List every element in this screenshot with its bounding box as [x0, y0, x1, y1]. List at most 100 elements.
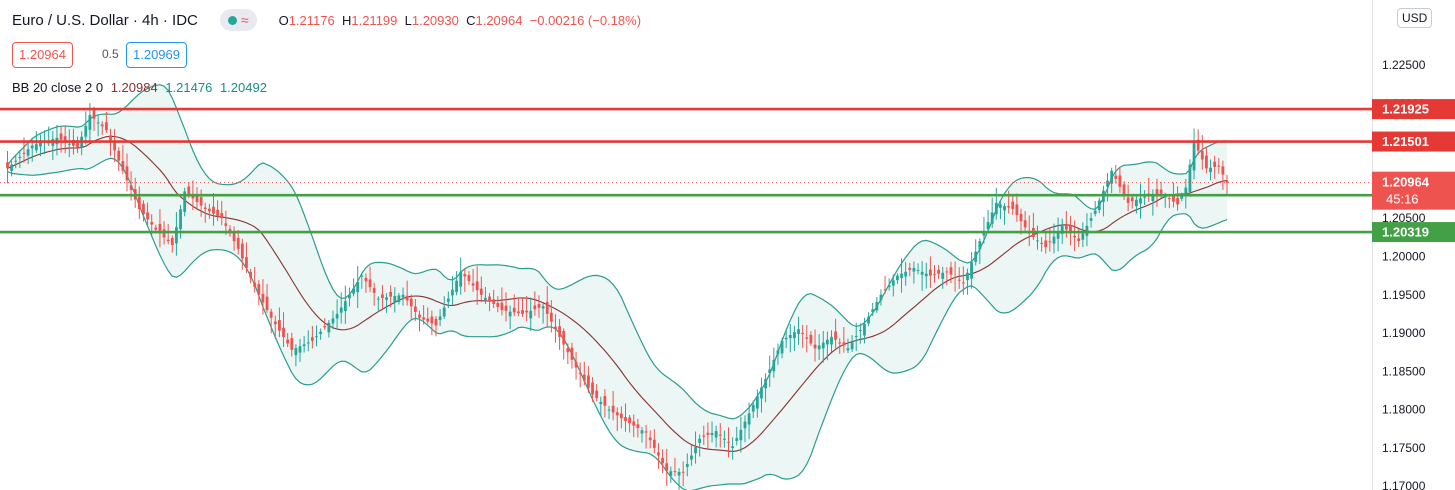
- candle-body: [356, 282, 360, 293]
- candle-body: [224, 223, 228, 226]
- candle-body: [772, 359, 776, 372]
- candle-body: [187, 186, 191, 195]
- candle-body: [1130, 197, 1134, 202]
- candle-body: [418, 314, 421, 318]
- candle-body: [179, 209, 182, 230]
- price-tick-label: 1.17500: [1382, 441, 1426, 455]
- candle-body: [1200, 151, 1204, 160]
- currency-button[interactable]: USD: [1397, 8, 1433, 28]
- candle-body: [137, 196, 141, 210]
- candle-body: [945, 271, 949, 273]
- candle-body: [541, 306, 545, 309]
- candle-body: [1073, 235, 1076, 238]
- candle-body: [142, 203, 145, 215]
- candle-body: [508, 311, 512, 317]
- candle-body: [339, 307, 343, 313]
- buy-button[interactable]: 1.20969: [126, 42, 187, 68]
- candle-body: [1213, 161, 1217, 167]
- market-status-toggle[interactable]: ≈: [219, 9, 257, 31]
- candle-body: [104, 122, 108, 131]
- candle-body: [352, 288, 355, 294]
- candle-body: [549, 312, 553, 322]
- candle-body: [545, 301, 549, 314]
- candle-body: [302, 344, 306, 347]
- candle-body: [558, 326, 561, 337]
- candle-body: [731, 446, 735, 449]
- low-value: 1.20930: [411, 12, 459, 28]
- candle-body: [195, 194, 199, 202]
- candle-body: [644, 431, 648, 433]
- candle-body: [286, 339, 290, 344]
- candle-body: [500, 302, 504, 311]
- candle-body: [1163, 196, 1167, 198]
- candle-body: [624, 417, 627, 422]
- candle-body: [471, 283, 475, 286]
- bollinger-legend[interactable]: BB 20 close 2 0 1.20984 1.21476 1.20492: [12, 80, 267, 95]
- support-level-tag: [1372, 222, 1455, 243]
- candle-body: [780, 340, 784, 354]
- candle-body: [838, 342, 842, 344]
- spread-value: 0.5: [96, 42, 125, 66]
- candle-body: [677, 472, 681, 476]
- candle-body: [1167, 198, 1171, 200]
- candle-body: [599, 401, 603, 405]
- candle-body: [327, 322, 331, 333]
- candle-body: [451, 289, 454, 296]
- candle-body: [739, 429, 743, 441]
- candle-body: [747, 413, 751, 425]
- high-value: 1.21199: [351, 12, 398, 28]
- candle-body: [1151, 195, 1155, 202]
- price-tick-label: 1.19500: [1382, 288, 1426, 302]
- bollinger-upper-line: [7, 84, 1227, 420]
- candle-body: [867, 316, 870, 324]
- candle-body: [1217, 165, 1221, 167]
- candle-body: [183, 191, 187, 212]
- candle-body: [986, 222, 990, 230]
- candle-body: [957, 279, 961, 281]
- candle-body: [1184, 187, 1188, 195]
- candle-body: [900, 273, 903, 278]
- candle-body: [146, 212, 149, 220]
- candle-body: [92, 109, 96, 119]
- candle-body: [409, 298, 413, 307]
- price-tick-label: 1.20500: [1382, 211, 1426, 225]
- candle-body: [125, 166, 129, 181]
- candle-body: [1209, 167, 1212, 173]
- candle-body: [1093, 210, 1097, 214]
- candle-body: [479, 288, 483, 295]
- candle-body: [858, 329, 862, 331]
- candle-body: [690, 455, 693, 460]
- symbol-title[interactable]: Euro / U.S. Dollar · 4h · IDC: [12, 11, 198, 29]
- candle-body: [760, 387, 763, 399]
- candle-body: [257, 284, 261, 295]
- candle-body: [504, 305, 508, 311]
- candle-body: [26, 149, 30, 156]
- candle-body: [96, 122, 100, 124]
- candle-body: [18, 156, 22, 158]
- candle-body: [1172, 195, 1175, 202]
- candle-body: [735, 438, 739, 441]
- candle-body: [591, 382, 594, 395]
- candle-body: [648, 437, 652, 441]
- candle-body: [1060, 225, 1064, 234]
- candle-body: [694, 447, 697, 454]
- candle-body: [587, 375, 590, 388]
- candle-body: [1114, 175, 1118, 179]
- candle-body: [1188, 164, 1192, 192]
- candle-body: [595, 390, 599, 399]
- price-tick-label: 1.22500: [1382, 58, 1426, 72]
- sell-button[interactable]: 1.20964: [12, 42, 73, 68]
- price-axis-bg: [1372, 0, 1455, 490]
- candle-body: [846, 348, 850, 351]
- candle-body: [920, 271, 924, 275]
- candle-body: [566, 348, 570, 353]
- candle-body: [850, 342, 854, 350]
- candle-body: [1122, 184, 1126, 195]
- candle-body: [385, 297, 388, 300]
- candle-body: [669, 471, 673, 476]
- price-tick-label: 1.18500: [1382, 364, 1426, 378]
- candle-body: [1221, 166, 1225, 175]
- change-value: −0.00216 (−0.18%): [529, 12, 642, 28]
- candle-body: [805, 337, 809, 339]
